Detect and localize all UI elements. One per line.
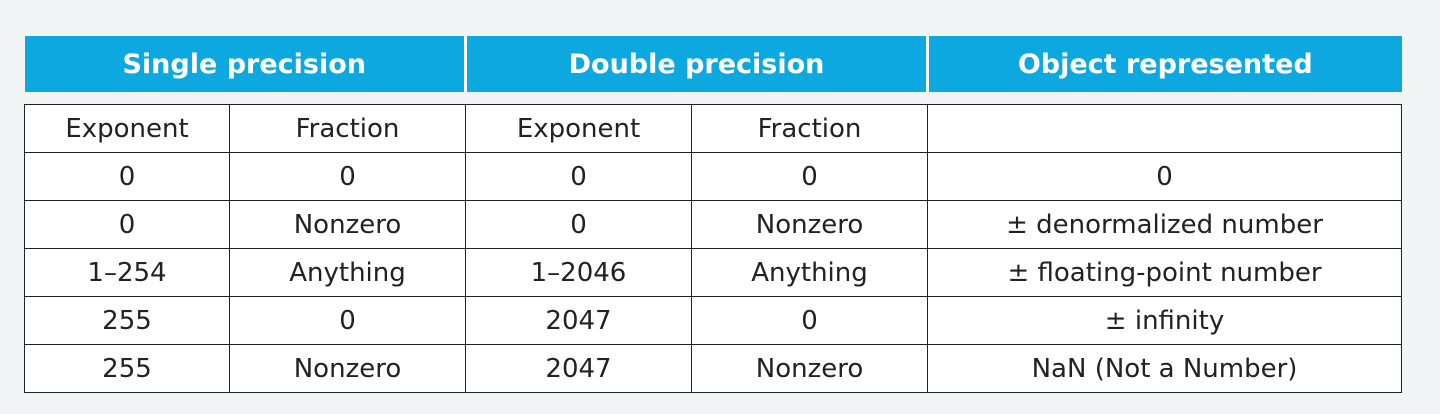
cell-dp-fraction: Anything: [690, 248, 929, 297]
subheader-sp-fraction: Fraction: [229, 104, 466, 153]
cell-dp-exponent: 1–2046: [465, 248, 692, 297]
header-spacer: [25, 92, 1402, 105]
ieee754-encoding-table-wrapper: Single precision Double precision Object…: [24, 36, 1403, 393]
cell-sp-fraction: 0: [229, 152, 466, 201]
cell-object: ± infinity: [927, 296, 1403, 345]
cell-sp-exponent: 255: [24, 344, 230, 393]
cell-dp-exponent: 2047: [465, 296, 692, 345]
cell-sp-fraction: Anything: [229, 248, 466, 297]
cell-dp-fraction: Nonzero: [690, 200, 929, 249]
subheader-dp-exponent: Exponent: [465, 104, 692, 153]
subheader-sp-exponent: Exponent: [24, 104, 230, 153]
table-header: Single precision Double precision Object…: [24, 36, 1402, 92]
cell-sp-exponent: 255: [24, 296, 230, 345]
subheader-dp-fraction: Fraction: [690, 104, 929, 153]
cell-object: NaN (Not a Number): [927, 344, 1403, 393]
cell-dp-exponent: 0: [465, 152, 692, 201]
cell-dp-fraction: 0: [690, 152, 929, 201]
cell-sp-exponent: 0: [24, 152, 230, 201]
cell-sp-exponent: 0: [24, 200, 230, 249]
cell-dp-exponent: 2047: [465, 344, 692, 393]
subheader-object: [927, 104, 1403, 153]
cell-dp-fraction: 0: [690, 296, 929, 345]
header-object-represented: Object represented: [926, 36, 1402, 92]
table-row: 255 0 2047 0 ± infinity: [24, 296, 1403, 345]
cell-object: 0: [927, 152, 1403, 201]
table-row: 0 0 0 0 0: [24, 152, 1403, 201]
table-body: Exponent Fraction Exponent Fraction 0 0 …: [24, 92, 1403, 393]
cell-sp-exponent: 1–254: [24, 248, 230, 297]
table-row: 255 Nonzero 2047 Nonzero NaN (Not a Numb…: [24, 344, 1403, 393]
table-row: 1–254 Anything 1–2046 Anything ± floatin…: [24, 248, 1403, 297]
table-row: 0 Nonzero 0 Nonzero ± denormalized numbe…: [24, 200, 1403, 249]
cell-dp-fraction: Nonzero: [690, 344, 929, 393]
cell-sp-fraction: 0: [229, 296, 466, 345]
cell-object: ± denormalized number: [927, 200, 1403, 249]
ieee754-encoding-table: Single precision Double precision Object…: [24, 36, 1403, 393]
cell-sp-fraction: Nonzero: [229, 200, 466, 249]
header-double-precision: Double precision: [463, 36, 930, 92]
cell-object: ± floating-point number: [927, 248, 1403, 297]
cell-sp-fraction: Nonzero: [229, 344, 466, 393]
subheader-row: Exponent Fraction Exponent Fraction: [24, 104, 1403, 153]
cell-dp-exponent: 0: [465, 200, 692, 249]
header-single-precision: Single precision: [24, 36, 467, 92]
header-row: Single precision Double precision Object…: [24, 36, 1402, 92]
